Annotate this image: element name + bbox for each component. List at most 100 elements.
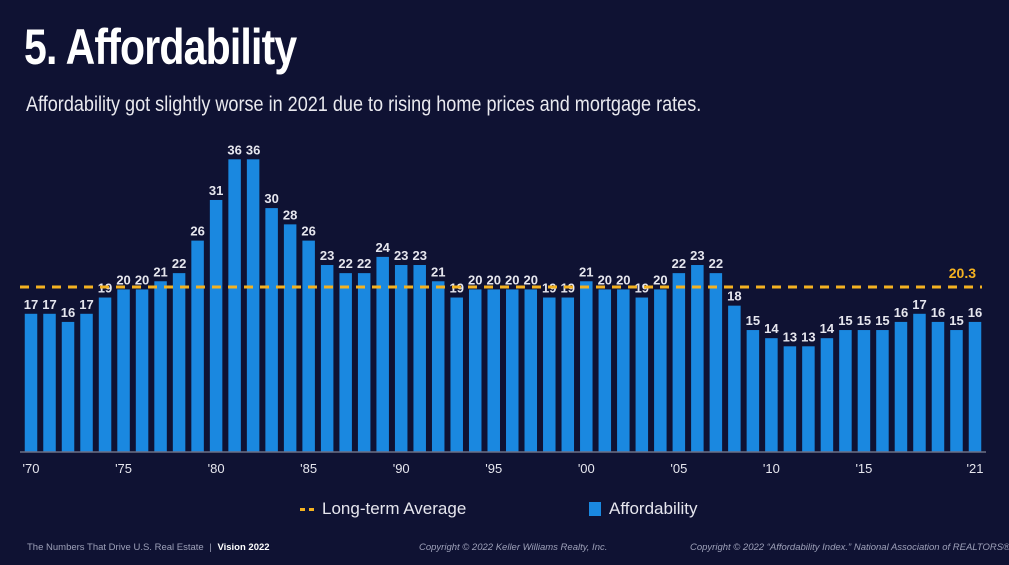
value-label-1976: 20: [135, 272, 149, 287]
value-label-1985: 26: [301, 224, 315, 239]
bar-1991: [413, 265, 426, 452]
value-label-1981: 36: [227, 142, 241, 157]
bar-1987: [339, 273, 352, 452]
bar-2011: [783, 346, 797, 452]
bar-1992: [431, 281, 445, 452]
bar-1977: [154, 281, 167, 452]
bar-1979: [191, 240, 204, 452]
value-label-2004: 20: [653, 272, 667, 287]
bar-swatch-icon: [589, 502, 601, 516]
bar-1976: [135, 289, 149, 452]
bar-2019: [931, 321, 945, 452]
bar-2018: [913, 313, 926, 452]
value-label-1987: 22: [338, 256, 352, 271]
bar-1973: [80, 313, 93, 452]
value-label-2016: 15: [875, 313, 889, 328]
bar-2010: [765, 338, 778, 452]
footer-copyright-nar: Copyright © 2022 “Affordability Index.” …: [690, 542, 1009, 553]
x-tick-label: '95: [485, 461, 502, 476]
value-label-1977: 21: [153, 264, 167, 279]
value-label-1992: 21: [431, 264, 445, 279]
legend-item-affordability: Affordability: [589, 499, 698, 519]
bar-1995: [487, 289, 500, 452]
footer-brand: Vision 2022: [217, 542, 270, 553]
value-label-2007: 22: [709, 256, 723, 271]
bar-2002: [617, 289, 630, 452]
legend-bars-label: Affordability: [609, 499, 698, 518]
value-label-1995: 20: [487, 272, 501, 287]
value-label-2001: 20: [598, 272, 612, 287]
bar-1990: [394, 265, 408, 452]
value-label-2011: 13: [783, 329, 797, 344]
value-label-2005: 22: [672, 256, 686, 271]
bar-2015: [857, 330, 871, 452]
value-label-2017: 16: [894, 305, 908, 320]
value-label-1996: 20: [505, 272, 519, 287]
bar-2021: [968, 321, 982, 452]
x-tick-label: '05: [670, 461, 687, 476]
x-tick-label: '90: [393, 461, 410, 476]
value-label-1997: 20: [524, 272, 538, 287]
bar-1997: [524, 289, 538, 452]
bar-2020: [950, 330, 963, 452]
bar-2007: [709, 273, 723, 452]
value-label-2013: 14: [820, 321, 835, 336]
value-label-2003: 19: [635, 281, 649, 296]
bar-1983: [265, 208, 278, 452]
bar-1978: [172, 273, 186, 452]
value-label-1971: 17: [42, 297, 56, 312]
bar-1982: [246, 159, 260, 452]
value-label-1972: 16: [61, 305, 75, 320]
page-subtitle: Affordability got slightly worse in 2021…: [26, 93, 702, 116]
page-title: 5. Affordability: [24, 19, 297, 75]
value-label-1982: 36: [246, 142, 260, 157]
value-label-2021: 16: [968, 305, 982, 320]
value-label-1980: 31: [209, 183, 223, 198]
footer-tagline: The Numbers That Drive U.S. Real Estate: [27, 542, 204, 553]
bar-2008: [728, 305, 741, 452]
value-label-2020: 15: [949, 313, 963, 328]
value-label-2009: 15: [746, 313, 760, 328]
value-label-1988: 22: [357, 256, 371, 271]
bar-1970: [24, 313, 38, 452]
footer-separator: |: [209, 542, 212, 553]
bar-1988: [357, 273, 371, 452]
value-label-2015: 15: [857, 313, 871, 328]
bar-1994: [468, 289, 482, 452]
value-label-2010: 14: [764, 321, 779, 336]
bar-2009: [746, 330, 760, 452]
x-tick-label: '70: [23, 461, 40, 476]
value-label-1979: 26: [190, 224, 204, 239]
bar-1989: [376, 256, 389, 452]
x-tick-labels-group: '70 '75 '80 '85 '90 '95 '00 '05 '10 '15 '21: [23, 461, 984, 476]
value-label-1989: 24: [375, 240, 390, 255]
bar-1998: [543, 297, 556, 452]
value-label-2006: 23: [690, 248, 704, 263]
bar-1986: [320, 265, 334, 452]
footer-copyright-kw: Copyright © 2022 Keller Williams Realty,…: [419, 542, 608, 553]
value-label-1978: 22: [172, 256, 186, 271]
footer-left: The Numbers That Drive U.S. Real Estate …: [27, 542, 270, 553]
value-label-2012: 13: [801, 329, 815, 344]
bar-1999: [561, 297, 575, 452]
bar-1996: [506, 289, 519, 452]
value-label-2002: 20: [616, 272, 630, 287]
value-label-1970: 17: [24, 297, 38, 312]
bar-2006: [691, 265, 704, 452]
value-label-1986: 23: [320, 248, 334, 263]
bar-2012: [802, 346, 815, 452]
x-tick-label: '10: [763, 461, 780, 476]
value-label-1973: 17: [79, 297, 93, 312]
bar-1972: [61, 321, 75, 452]
value-label-2000: 21: [579, 264, 593, 279]
bar-1981: [228, 159, 241, 452]
bar-2014: [839, 330, 852, 452]
dashed-line-swatch-icon: [300, 507, 314, 511]
value-label-1983: 30: [264, 191, 278, 206]
bar-1984: [283, 224, 297, 452]
x-tick-label: '00: [578, 461, 595, 476]
bar-2005: [672, 273, 686, 452]
value-label-2019: 16: [931, 305, 945, 320]
legend-item-average: Long-term Average: [300, 499, 466, 519]
bar-2003: [635, 297, 649, 452]
